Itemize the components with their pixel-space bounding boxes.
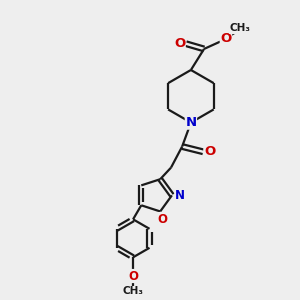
Text: O: O [158,212,167,226]
Text: O: O [128,269,138,283]
Text: CH₃: CH₃ [123,286,144,296]
Text: CH₃: CH₃ [230,23,250,34]
Text: O: O [174,37,185,50]
Text: N: N [175,189,185,202]
Text: O: O [220,32,232,45]
Text: O: O [204,145,215,158]
Text: N: N [185,116,197,129]
